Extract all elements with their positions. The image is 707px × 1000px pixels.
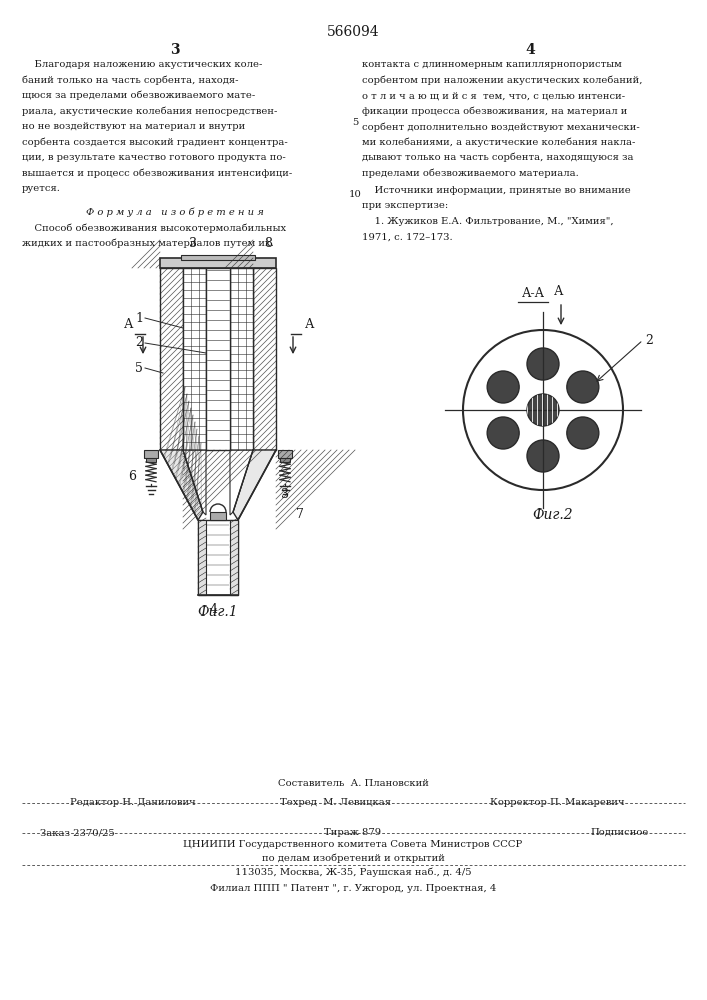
Circle shape [527, 440, 559, 472]
Text: А-А: А-А [522, 287, 544, 300]
Text: вышается и процесс обезвоживания интенсифици-: вышается и процесс обезвоживания интенси… [22, 168, 292, 178]
Text: 4: 4 [210, 603, 218, 616]
Text: сорбент дополнительно воздействуют механически-: сорбент дополнительно воздействуют механ… [362, 122, 640, 131]
Text: 3: 3 [170, 43, 180, 57]
Bar [144, 450, 158, 458]
Text: ции, в результате качество готового продукта по-: ции, в результате качество готового прод… [22, 153, 286, 162]
Text: при экспертизе:: при экспертизе: [362, 202, 448, 211]
Text: контакта с длинномерным капиллярнопористым: контакта с длинномерным капиллярнопорист… [362, 60, 621, 69]
Text: 2: 2 [135, 336, 143, 350]
Polygon shape [160, 450, 203, 520]
Text: по делам изобретений и открытий: по делам изобретений и открытий [262, 854, 445, 863]
Text: риала, акустические колебания непосредствен-: риала, акустические колебания непосредст… [22, 106, 277, 116]
Bar [198, 520, 238, 595]
Text: щюся за пределами обезвоживаемого мате-: щюся за пределами обезвоживаемого мате- [22, 91, 255, 101]
Text: руется.: руется. [22, 184, 61, 193]
Text: ми колебаниями, а акустические колебания накла-: ми колебаниями, а акустические колебания… [362, 137, 636, 147]
Text: сорбента создается высокий градиент концентра-: сорбента создается высокий градиент конц… [22, 137, 288, 147]
Polygon shape [183, 450, 206, 515]
Text: 3: 3 [189, 237, 197, 250]
Text: Ф о р м у л а   и з о б р е т е н и я: Ф о р м у л а и з о б р е т е н и я [86, 208, 264, 217]
Text: 1: 1 [135, 312, 143, 324]
Text: Подписное: Подписное [590, 828, 648, 837]
Bar [146, 458, 156, 462]
Bar [206, 268, 230, 450]
Text: Составитель  А. Плановский: Составитель А. Плановский [278, 779, 428, 788]
Bar [181, 255, 255, 260]
Text: фикации процесса обезвоживания, на материал и: фикации процесса обезвоживания, на матер… [362, 106, 627, 116]
Text: 6: 6 [128, 470, 136, 483]
Bar [230, 520, 238, 595]
Text: 7: 7 [296, 508, 304, 522]
Circle shape [487, 417, 519, 449]
Text: А: А [124, 318, 133, 331]
Circle shape [527, 394, 559, 426]
Circle shape [567, 417, 599, 449]
Text: 3: 3 [281, 488, 289, 502]
Text: ЦНИИПИ Государственного комитета Совета Министров СССР: ЦНИИПИ Государственного комитета Совета … [183, 840, 522, 849]
Text: 4: 4 [525, 43, 535, 57]
Bar [183, 268, 206, 450]
Text: 2: 2 [645, 334, 653, 347]
Text: 8: 8 [264, 237, 272, 250]
Text: 113035, Москва, Ж-35, Раушская наб., д. 4/5: 113035, Москва, Ж-35, Раушская наб., д. … [235, 867, 472, 877]
Circle shape [527, 348, 559, 380]
Text: сорбентом при наложении акустических колебаний,: сорбентом при наложении акустических кол… [362, 76, 643, 85]
Text: Источники информации, принятые во внимание: Источники информации, принятые во вниман… [362, 186, 631, 195]
Text: Фиг.2: Фиг.2 [532, 508, 573, 522]
Text: 566094: 566094 [327, 25, 380, 39]
Text: Корректор П. Макаревич: Корректор П. Макаревич [490, 798, 624, 807]
Text: Фиг.1: Фиг.1 [198, 605, 238, 619]
Bar [253, 268, 276, 450]
Text: Благодаря наложению акустических коле-: Благодаря наложению акустических коле- [22, 60, 262, 69]
Bar [198, 520, 206, 595]
Text: 5: 5 [135, 361, 143, 374]
Text: Редактор Н. Данилович: Редактор Н. Данилович [70, 798, 196, 807]
Text: Филиал ППП " Патент ", г. Ужгород, ул. Проектная, 4: Филиал ППП " Патент ", г. Ужгород, ул. П… [210, 884, 496, 893]
Bar [210, 512, 226, 520]
Circle shape [487, 371, 519, 403]
Text: жидких и пастообразных материалов путем их.: жидких и пастообразных материалов путем … [22, 239, 274, 248]
Text: 1. Жужиков Е.А. Фильтрование, М., "Химия",: 1. Жужиков Е.А. Фильтрование, М., "Химия… [362, 217, 614, 226]
Text: Заказ 2370/25: Заказ 2370/25 [40, 828, 115, 837]
Polygon shape [230, 450, 253, 515]
Text: но не воздействуют на материал и внутри: но не воздействуют на материал и внутри [22, 122, 245, 131]
Circle shape [567, 371, 599, 403]
Text: А: А [554, 285, 563, 298]
Bar [280, 458, 290, 462]
Bar [160, 268, 183, 450]
Text: 5: 5 [352, 118, 358, 127]
Text: А: А [305, 318, 315, 331]
Text: пределами обезвоживаемого материала.: пределами обезвоживаемого материала. [362, 168, 579, 178]
Bar [160, 258, 276, 268]
Text: Тираж 879: Тираж 879 [325, 828, 382, 837]
Text: Техред  М. Левицкая: Техред М. Левицкая [280, 798, 391, 807]
Polygon shape [233, 450, 276, 520]
Text: о т л и ч а ю щ и й с я  тем, что, с целью интенси-: о т л и ч а ю щ и й с я тем, что, с цель… [362, 91, 625, 100]
Text: 10: 10 [349, 190, 361, 199]
Text: баний только на часть сорбента, находя-: баний только на часть сорбента, находя- [22, 76, 238, 85]
Text: Способ обезвоживания высокотермолабильных: Способ обезвоживания высокотермолабильны… [22, 224, 286, 233]
Text: дывают только на часть сорбента, находящуюся за: дывают только на часть сорбента, находящ… [362, 153, 633, 162]
Bar [230, 268, 253, 450]
Text: 1971, с. 172–173.: 1971, с. 172–173. [362, 232, 452, 241]
Bar [278, 450, 292, 458]
